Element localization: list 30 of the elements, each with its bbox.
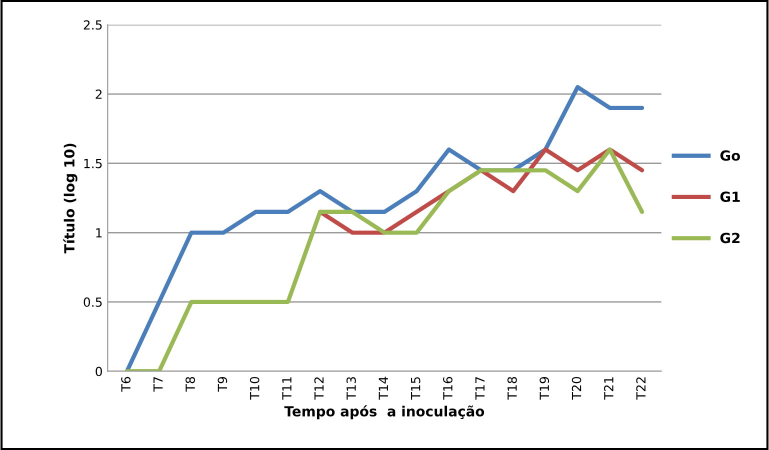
y-tick-label: 0.5	[84, 297, 102, 307]
x-tick-label: T17	[475, 377, 485, 400]
y-tick-label: 1.5	[84, 158, 102, 168]
x-tick-label: T12	[314, 377, 324, 400]
x-axis-title: Tempo após a inoculação	[284, 405, 484, 420]
y-tick-label: 2.5	[84, 20, 102, 30]
legend-label: G1	[720, 192, 740, 202]
x-tick-label: T15	[411, 377, 420, 400]
x-tick-label: T13	[346, 377, 356, 400]
x-tick-label: T20	[572, 376, 582, 400]
line-series	[124, 85, 644, 372]
x-tick-label: T19	[540, 376, 550, 400]
x-tick-label: T18	[507, 376, 517, 400]
x-tick-label: T14	[378, 376, 388, 400]
y-tick-label: 0	[96, 366, 102, 376]
x-tick-label: T21	[604, 377, 614, 400]
x-tick-label: T22	[636, 377, 646, 400]
legend-label: G2	[720, 232, 740, 244]
x-tick-label: T9	[218, 376, 228, 392]
y-tick-label: 2	[96, 90, 102, 99]
x-tick-label: T16	[443, 376, 453, 400]
x-tick-label: T10	[250, 376, 260, 400]
line-series	[124, 147, 644, 372]
x-tick-label: T6	[121, 376, 131, 392]
y-axis-title: Título (log 10)	[63, 144, 78, 254]
y-tick-label: 1	[96, 228, 102, 238]
x-tick-label: T7	[154, 377, 163, 392]
legend-label: Go	[720, 150, 740, 161]
x-tick-label: T8	[186, 376, 195, 392]
x-tick-label: T11	[282, 377, 292, 400]
